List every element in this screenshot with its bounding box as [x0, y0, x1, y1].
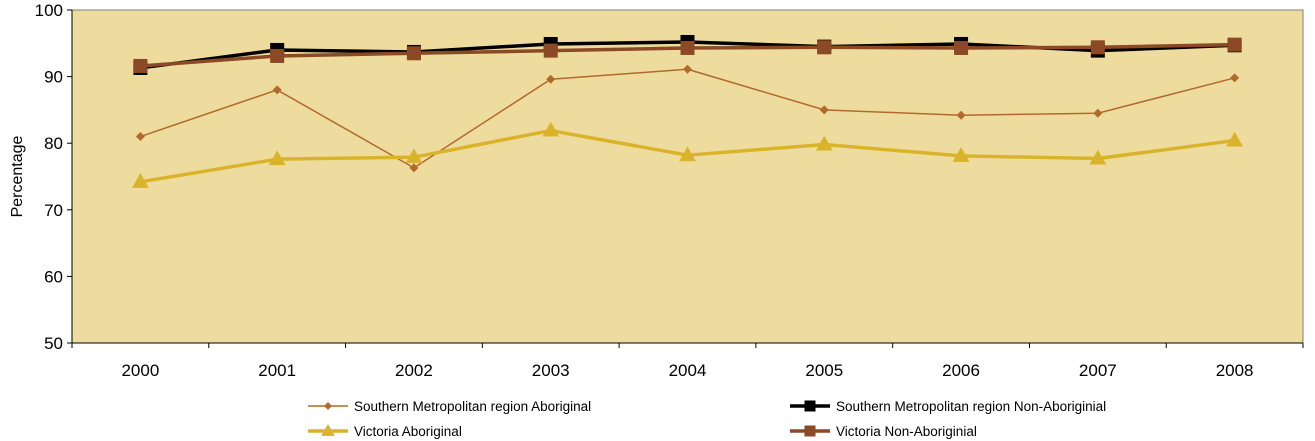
- legend-item: Victoria Aboriginal: [308, 423, 462, 439]
- x-tick-label: 2001: [258, 361, 296, 380]
- legend-label: Victoria Non-Aboriginial: [836, 424, 977, 439]
- data-point: [679, 146, 696, 162]
- legend-swatch-marker: [804, 425, 816, 437]
- data-point: [1090, 40, 1105, 55]
- y-tick-label: 70: [44, 201, 63, 220]
- plot-area: [71, 9, 1304, 344]
- data-point: [405, 148, 423, 164]
- data-point: [952, 147, 970, 162]
- data-point: [133, 58, 148, 73]
- data-point: [406, 46, 421, 61]
- data-point: [135, 132, 145, 142]
- data-point: [1230, 73, 1240, 83]
- x-tick-label: 2004: [669, 361, 707, 380]
- x-tick-label: 2000: [121, 361, 159, 380]
- data-point: [1089, 149, 1107, 165]
- x-tick-label: 2008: [1216, 361, 1254, 380]
- x-tick-label: 2007: [1079, 361, 1117, 380]
- x-tick-label: 2006: [942, 361, 980, 380]
- data-point: [542, 121, 560, 137]
- y-tick-label: 60: [44, 267, 63, 286]
- data-point: [954, 40, 969, 55]
- data-point: [409, 163, 419, 173]
- data-point: [543, 43, 558, 58]
- x-tick-label: 2003: [532, 361, 570, 380]
- y-axis: 50 60 70 80 90 100: [35, 1, 73, 353]
- series-4: [133, 37, 1242, 73]
- data-point: [819, 105, 829, 115]
- data-point: [1226, 131, 1244, 147]
- data-point: [1227, 37, 1242, 52]
- legend-item: Victoria Non-Aboriginial: [790, 424, 977, 439]
- y-tick-label: 80: [44, 134, 63, 153]
- data-point: [956, 110, 966, 120]
- legend: Southern Metropolitan region Aboriginal S…: [308, 399, 1106, 439]
- y-tick-label: 50: [44, 334, 63, 353]
- legend-label: Victoria Aboriginal: [354, 424, 462, 439]
- data-point: [1093, 108, 1103, 118]
- x-axis: 2000 2001 2002 2003 2004 2005 2006 2007 2008: [71, 342, 1304, 380]
- data-point: [817, 40, 832, 55]
- y-tick-label: 100: [35, 1, 63, 20]
- legend-swatch-marker: [324, 402, 332, 410]
- data-point: [268, 150, 286, 166]
- legend-swatch-marker: [804, 400, 816, 412]
- legend-label: Southern Metropolitan region Non-Aborigi…: [836, 399, 1106, 414]
- data-point: [683, 64, 692, 74]
- data-point: [272, 85, 282, 95]
- x-tick-label: 2005: [805, 361, 843, 380]
- x-tick-label: 2002: [395, 361, 433, 380]
- data-point: [131, 173, 149, 188]
- series-1: [135, 64, 1240, 173]
- series-3: [131, 121, 1244, 188]
- data-point: [546, 74, 556, 84]
- data-point: [815, 135, 833, 151]
- series-layer: [131, 34, 1244, 188]
- legend-item: Southern Metropolitan region Aboriginal: [308, 399, 591, 414]
- data-point: [680, 40, 695, 55]
- legend-label: Southern Metropolitan region Aboriginal: [354, 399, 591, 414]
- y-axis-title: Percentage: [9, 135, 26, 217]
- legend-swatch-marker: [321, 423, 335, 436]
- y-tick-label: 90: [44, 68, 63, 87]
- data-point: [270, 48, 285, 63]
- legend-item: Southern Metropolitan region Non-Aborigi…: [790, 399, 1106, 414]
